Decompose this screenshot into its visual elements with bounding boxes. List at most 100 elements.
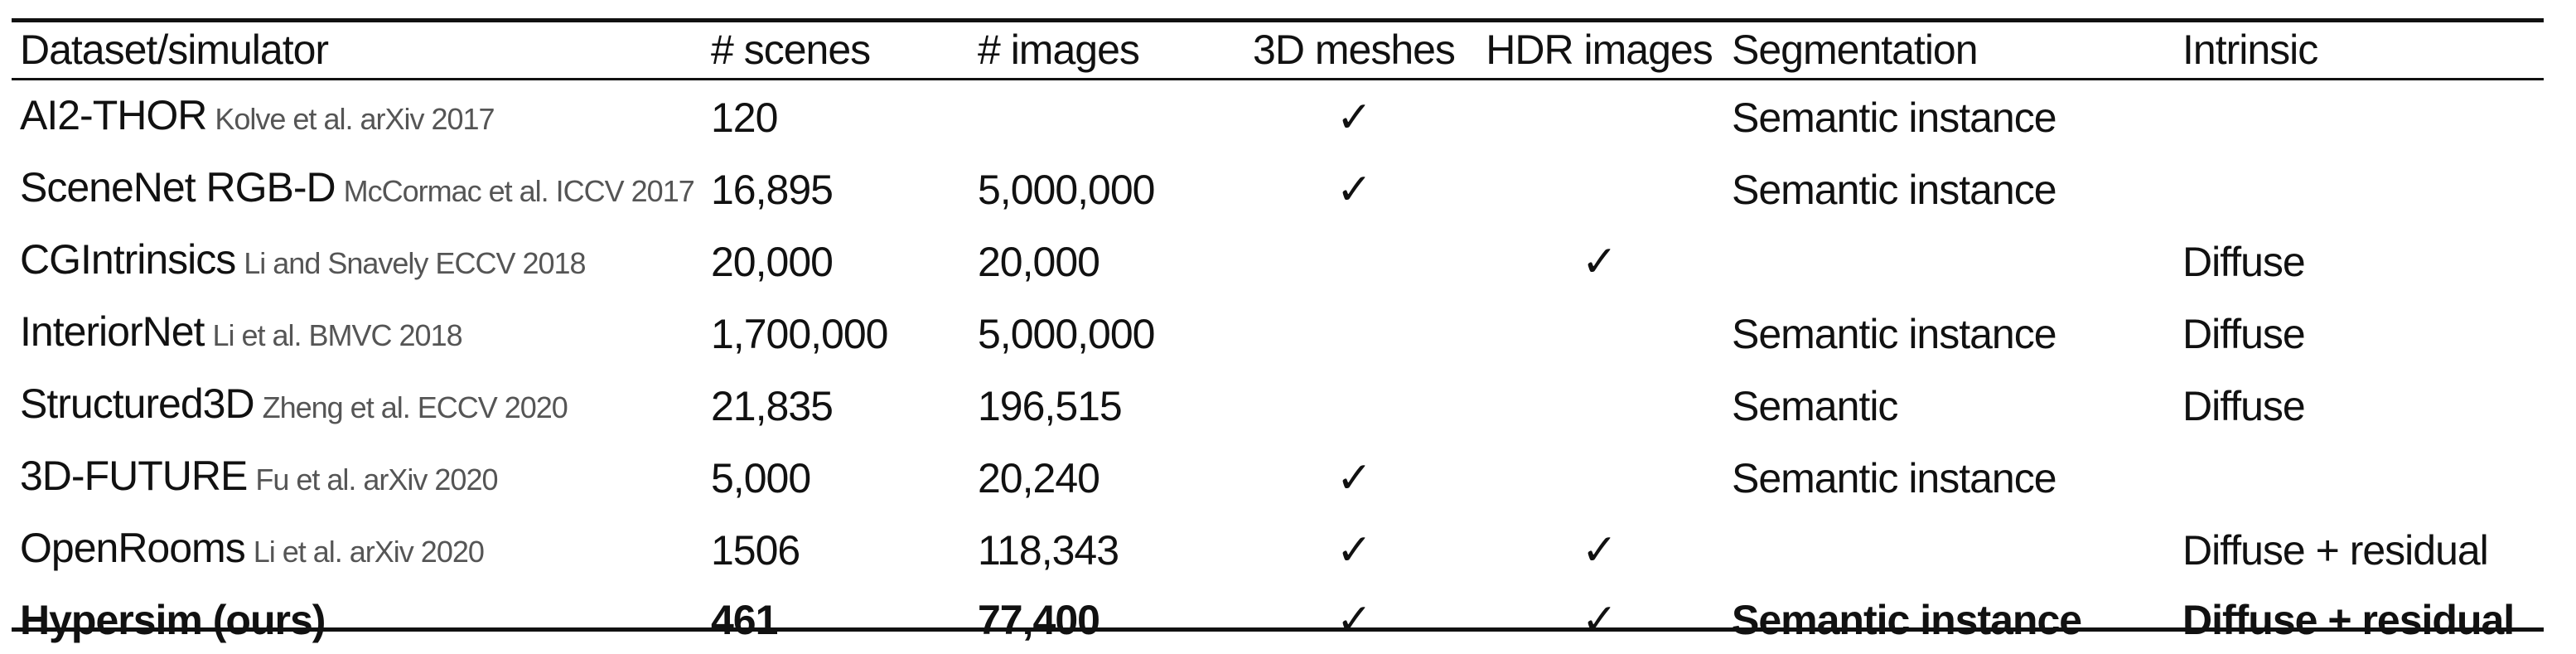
cell-dataset: Hypersim (ours) — [12, 586, 703, 654]
cell-segmentation — [1723, 514, 2174, 586]
cell-scenes: 21,835 — [711, 382, 834, 429]
cell-segmentation: Semantic instance — [1732, 166, 2057, 213]
dataset-citation: Kolve et al. arXiv 2017 — [215, 102, 495, 136]
cell-scenes: 1506 — [711, 526, 800, 574]
cell-intrinsic — [2174, 153, 2544, 225]
table-row: InteriorNet Li et al. BMVC 2018 1,700,000 5… — [12, 298, 2544, 370]
checkmark-icon: ✓ — [1336, 595, 1373, 645]
cell-images: 118,343 — [978, 526, 1119, 574]
cell-images: 5,000,000 — [978, 310, 1155, 357]
header-segmentation: Segmentation — [1732, 27, 1979, 73]
cell-meshes: ✓ — [1233, 514, 1475, 586]
cell-images — [969, 81, 1233, 153]
cell-meshes — [1233, 225, 1475, 298]
cell-images: 77,400 — [978, 597, 1100, 643]
cell-dataset: OpenRooms Li et al. arXiv 2020 — [12, 514, 703, 586]
table-body: AI2-THOR Kolve et al. arXiv 2017 120 ✓ Seman… — [12, 78, 2544, 654]
table-row: Hypersim (ours) 461 77,400 ✓ ✓ Semantic insta… — [12, 586, 2544, 654]
cell-hdr — [1475, 442, 1723, 514]
dataset-citation: Li et al. arXiv 2020 — [253, 535, 485, 569]
dataset-name: OpenRooms — [20, 525, 246, 571]
cell-images: 20,240 — [978, 454, 1100, 501]
dataset-name: InteriorNet — [20, 308, 205, 355]
cell-segmentation: Semantic instance — [1732, 597, 2082, 643]
header-divider-rule — [12, 78, 2544, 80]
cell-images: 5,000,000 — [978, 166, 1155, 213]
dataset-name: SceneNet RGB-D — [20, 164, 336, 211]
dataset-citation: Zheng et al. ECCV 2020 — [262, 390, 568, 424]
cell-intrinsic — [2174, 81, 2544, 153]
checkmark-icon: ✓ — [1336, 164, 1373, 215]
dataset-citation: Li and Snavely ECCV 2018 — [244, 246, 586, 280]
cell-intrinsic: Diffuse — [2182, 238, 2306, 285]
cell-segmentation — [1723, 225, 2174, 298]
cell-meshes — [1233, 370, 1475, 442]
checkmark-icon: ✓ — [1336, 525, 1373, 575]
checkmark-icon: ✓ — [1581, 236, 1618, 287]
cell-dataset: InteriorNet Li et al. BMVC 2018 — [12, 298, 703, 370]
cell-scenes: 461 — [711, 597, 778, 643]
table-row: CGIntrinsics Li and Snavely ECCV 2018 20,0… — [12, 225, 2544, 298]
header-images: # images — [978, 27, 1140, 73]
dataset-comparison-table: Dataset/simulator # scenes # images 3D m… — [12, 22, 2544, 654]
cell-intrinsic: Diffuse — [2182, 310, 2306, 357]
dataset-citation: Li et al. BMVC 2018 — [212, 318, 462, 352]
dataset-name: Structured3D — [20, 380, 255, 427]
cell-meshes: ✓ — [1233, 153, 1475, 225]
checkmark-icon: ✓ — [1336, 453, 1373, 503]
cell-scenes: 120 — [711, 94, 778, 141]
cell-scenes: 16,895 — [711, 166, 834, 213]
table-bottom-rule — [12, 627, 2544, 632]
cell-hdr: ✓ — [1475, 514, 1723, 586]
cell-scenes: 20,000 — [711, 238, 834, 285]
header-scenes: # scenes — [711, 27, 871, 73]
cell-hdr: ✓ — [1475, 586, 1723, 654]
cell-meshes: ✓ — [1233, 442, 1475, 514]
cell-intrinsic — [2174, 442, 2544, 514]
cell-dataset: 3D-FUTURE Fu et al. arXiv 2020 — [12, 442, 703, 514]
cell-dataset: SceneNet RGB-D McCormac et al. ICCV 2017 — [12, 153, 703, 225]
cell-dataset: AI2-THOR Kolve et al. arXiv 2017 — [12, 81, 703, 153]
cell-hdr — [1475, 370, 1723, 442]
cell-hdr: ✓ — [1475, 225, 1723, 298]
checkmark-icon: ✓ — [1336, 92, 1373, 143]
cell-dataset: CGIntrinsics Li and Snavely ECCV 2018 — [12, 225, 703, 298]
cell-segmentation: Semantic instance — [1732, 94, 2057, 141]
cell-hdr — [1475, 298, 1723, 370]
cell-meshes: ✓ — [1233, 586, 1475, 654]
dataset-name: CGIntrinsics — [20, 236, 236, 283]
dataset-citation: McCormac et al. ICCV 2017 — [343, 174, 695, 208]
cell-intrinsic: Diffuse + residual — [2182, 597, 2515, 643]
header-intrinsic: Intrinsic — [2182, 27, 2318, 73]
table-row: AI2-THOR Kolve et al. arXiv 2017 120 ✓ Seman… — [12, 81, 2544, 153]
cell-images: 20,000 — [978, 238, 1100, 285]
dataset-citation: Fu et al. arXiv 2020 — [255, 463, 498, 497]
cell-images: 196,515 — [978, 382, 1123, 429]
checkmark-icon: ✓ — [1581, 525, 1618, 575]
table-row: SceneNet RGB-D McCormac et al. ICCV 2017 1… — [12, 153, 2544, 225]
dataset-name: 3D-FUTURE — [20, 453, 248, 499]
dataset-name: AI2-THOR — [20, 92, 207, 138]
cell-segmentation: Semantic instance — [1732, 454, 2057, 501]
table-top-rule — [12, 18, 2544, 22]
checkmark-icon: ✓ — [1581, 595, 1618, 645]
table-row: 3D-FUTURE Fu et al. arXiv 2020 5,000 20,240… — [12, 442, 2544, 514]
cell-hdr — [1475, 81, 1723, 153]
cell-dataset: Structured3D Zheng et al. ECCV 2020 — [12, 370, 703, 442]
dataset-name: Hypersim (ours) — [20, 597, 326, 643]
cell-segmentation: Semantic instance — [1732, 310, 2057, 357]
cell-hdr — [1475, 153, 1723, 225]
cell-intrinsic: Diffuse + residual — [2182, 526, 2489, 574]
cell-scenes: 5,000 — [711, 454, 811, 501]
table-row: Structured3D Zheng et al. ECCV 2020 21,835… — [12, 370, 2544, 442]
header-meshes: 3D meshes — [1253, 27, 1456, 73]
table-header-row: Dataset/simulator # scenes # images 3D m… — [12, 22, 2544, 78]
header-hdr: HDR images — [1486, 27, 1713, 73]
cell-segmentation: Semantic — [1732, 382, 1898, 429]
cell-meshes — [1233, 298, 1475, 370]
cell-scenes: 1,700,000 — [711, 310, 888, 357]
table-row: OpenRooms Li et al. arXiv 2020 1506 118,343… — [12, 514, 2544, 586]
header-dataset: Dataset/simulator — [20, 27, 329, 73]
cell-meshes: ✓ — [1233, 81, 1475, 153]
cell-intrinsic: Diffuse — [2182, 382, 2306, 429]
